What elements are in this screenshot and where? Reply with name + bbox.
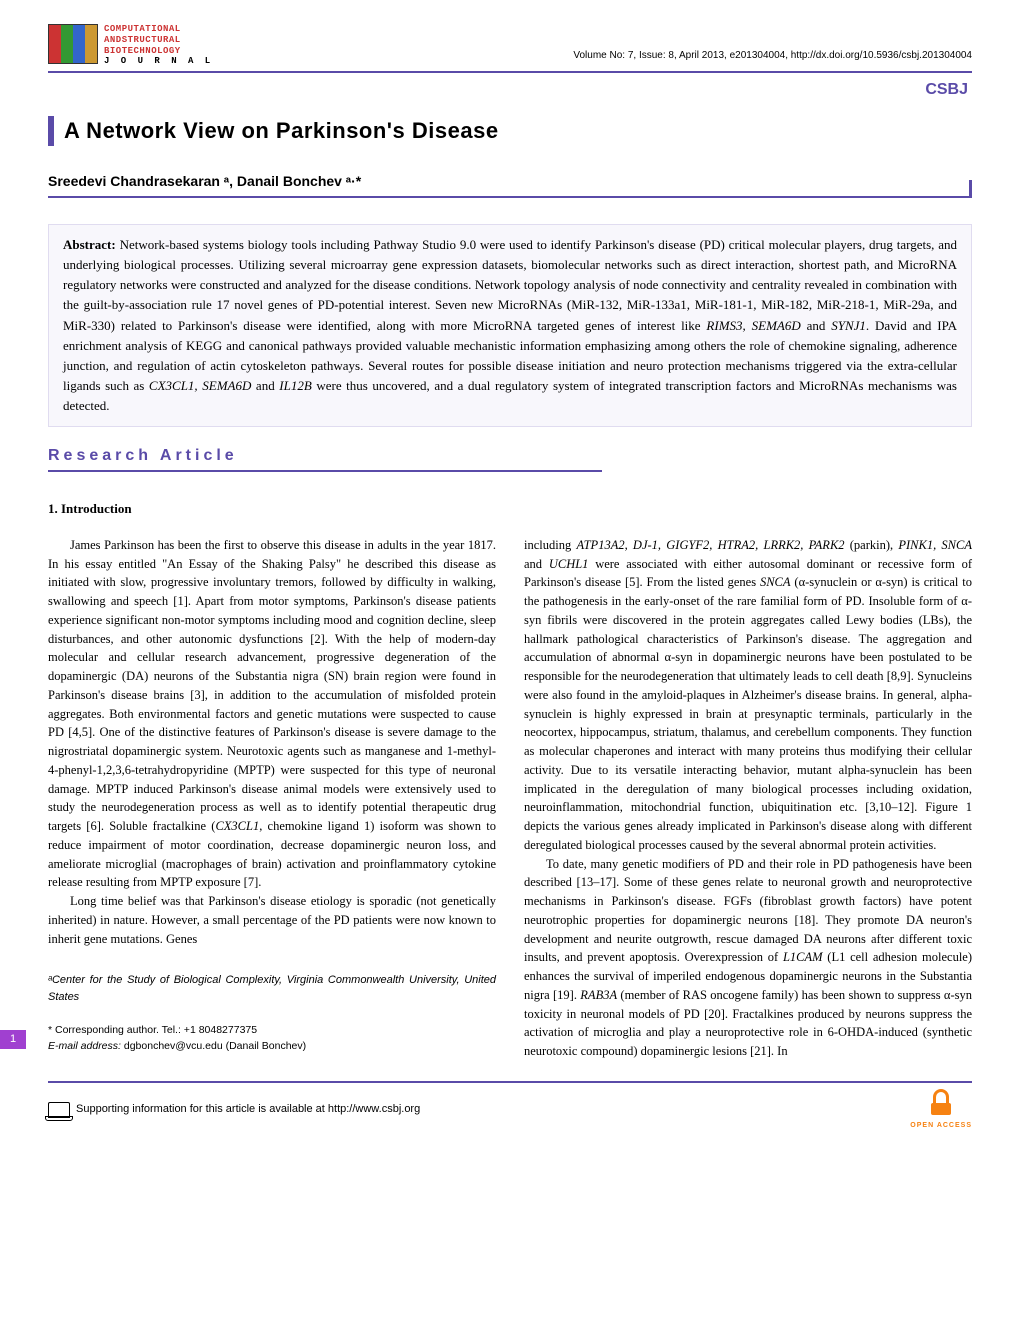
supporting-text: Supporting information for this article … bbox=[76, 1102, 420, 1117]
abstract-text: Network-based systems biology tools incl… bbox=[63, 237, 957, 413]
section-heading: Research Article bbox=[48, 445, 602, 471]
journal-logo-icon bbox=[48, 24, 98, 64]
open-access-icon bbox=[931, 1089, 951, 1117]
col2-para1: including ATP13A2, DJ-1, GIGYF2, HTRA2, … bbox=[524, 536, 972, 855]
body-columns: James Parkinson has been the first to ob… bbox=[48, 536, 972, 1061]
col1-para1: James Parkinson has been the first to ob… bbox=[48, 536, 496, 892]
footer-supporting: Supporting information for this article … bbox=[48, 1102, 420, 1118]
corr-email: E-mail address: dgbonchev@vcu.edu (Danai… bbox=[48, 1039, 496, 1055]
affiliation: ᵃCenter for the Study of Biological Comp… bbox=[48, 972, 496, 1005]
abstract-label: Abstract: bbox=[63, 237, 116, 252]
col2-para2: To date, many genetic modifiers of PD an… bbox=[524, 855, 972, 1061]
authors-block: Sreedevi Chandrasekaran ᵃ, Danail Bonche… bbox=[48, 172, 972, 198]
logo-line-1: COMPUTATIONAL bbox=[104, 24, 213, 35]
journal-logo-text: COMPUTATIONAL ANDSTRUCTURAL BIOTECHNOLOG… bbox=[104, 24, 213, 67]
page-footer: Supporting information for this article … bbox=[48, 1081, 972, 1131]
journal-short-label: CSBJ bbox=[48, 79, 972, 101]
journal-header: COMPUTATIONAL ANDSTRUCTURAL BIOTECHNOLOG… bbox=[48, 24, 972, 73]
column-right: including ATP13A2, DJ-1, GIGYF2, HTRA2, … bbox=[524, 536, 972, 1061]
column-left: James Parkinson has been the first to ob… bbox=[48, 536, 496, 1061]
laptop-icon bbox=[48, 1102, 70, 1118]
page-number: 1 bbox=[0, 1030, 26, 1049]
abstract: Abstract: Network-based systems biology … bbox=[48, 224, 972, 427]
logo-line-2: ANDSTRUCTURAL bbox=[104, 35, 213, 46]
corresponding-author: * Corresponding author. Tel.: +1 8048277… bbox=[48, 1023, 496, 1055]
open-access-text: OPEN ACCESS bbox=[910, 1121, 972, 1131]
article-title: A Network View on Parkinson's Disease bbox=[64, 116, 972, 147]
logo-line-3: BIOTECHNOLOGY bbox=[104, 46, 213, 57]
author-list: Sreedevi Chandrasekaran ᵃ, Danail Bonche… bbox=[48, 172, 972, 192]
col1-para2: Long time belief was that Parkinson's di… bbox=[48, 892, 496, 948]
issue-meta: Volume No: 7, Issue: 8, April 2013, e201… bbox=[573, 49, 972, 63]
journal-logo: COMPUTATIONAL ANDSTRUCTURAL BIOTECHNOLOG… bbox=[48, 24, 213, 67]
open-access-badge: OPEN ACCESS bbox=[910, 1089, 972, 1131]
introduction-heading: 1. Introduction bbox=[48, 500, 972, 518]
logo-line-4: J O U R N A L bbox=[104, 56, 213, 67]
title-block: A Network View on Parkinson's Disease bbox=[48, 116, 972, 147]
corr-tel: * Corresponding author. Tel.: +1 8048277… bbox=[48, 1023, 496, 1039]
